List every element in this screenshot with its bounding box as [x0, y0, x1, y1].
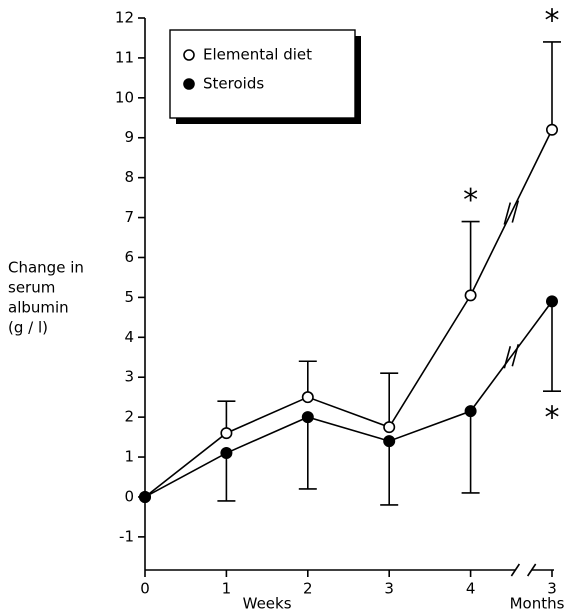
error-bar — [380, 372, 399, 428]
y-tick-label: 9 — [124, 128, 134, 146]
line-break — [503, 344, 520, 369]
point — [220, 447, 233, 460]
x-tick-label: 3 — [547, 580, 557, 598]
point — [545, 295, 558, 308]
point — [139, 490, 152, 503]
legend-label: Steroids — [203, 75, 264, 93]
x-axis-label: Months — [510, 595, 565, 613]
y-tick-label: 12 — [115, 9, 134, 27]
legend-label: Elemental diet — [203, 46, 312, 64]
error-bar — [543, 301, 561, 392]
y-tick-label: 11 — [115, 48, 134, 66]
axis-break — [510, 563, 537, 577]
legend-box — [169, 29, 356, 119]
y-tick-label: 3 — [124, 368, 134, 386]
series-line — [144, 300, 553, 498]
x-axis-label: Weeks — [243, 595, 292, 613]
significance-mark: * — [545, 401, 560, 436]
error-bar — [543, 41, 561, 130]
error-bar — [461, 411, 480, 494]
line-break — [503, 200, 520, 225]
x-tick-label: 4 — [466, 580, 476, 598]
y-tick-label: 5 — [124, 288, 134, 306]
y-tick-label: 8 — [124, 168, 134, 186]
y-tick-label: 0 — [124, 487, 134, 505]
point — [383, 435, 396, 448]
error-bar — [217, 453, 236, 502]
error-bar — [380, 441, 399, 506]
y-tick-label: 7 — [124, 208, 134, 226]
significance-mark: * — [463, 183, 478, 218]
y-tick-label: 1 — [124, 448, 134, 466]
point — [301, 391, 314, 404]
y-tick-label: 10 — [115, 88, 134, 106]
y-tick-label: 4 — [124, 328, 134, 346]
error-bar — [298, 417, 317, 490]
point — [464, 405, 477, 418]
error-bar — [461, 220, 480, 296]
y-axis-label: Change in — [8, 259, 84, 277]
y-tick-label: -1 — [119, 527, 134, 545]
x-tick-label: 3 — [384, 580, 394, 598]
point — [545, 123, 558, 136]
y-axis-label: albumin — [8, 299, 69, 317]
series-line — [144, 129, 553, 498]
point — [301, 411, 314, 424]
y-tick-label: 6 — [124, 248, 134, 266]
point — [464, 289, 477, 302]
point — [383, 421, 396, 434]
legend-marker — [183, 49, 195, 61]
x-tick-label: 2 — [303, 580, 313, 598]
x-tick-label: 1 — [222, 580, 232, 598]
x-tick-label: 0 — [140, 580, 150, 598]
y-axis-label: serum — [8, 279, 55, 297]
y-tick-label: 2 — [124, 408, 134, 426]
point — [220, 427, 233, 440]
significance-mark: * — [545, 3, 560, 38]
legend-marker — [183, 78, 195, 90]
y-axis-label: (g / l) — [8, 319, 48, 337]
